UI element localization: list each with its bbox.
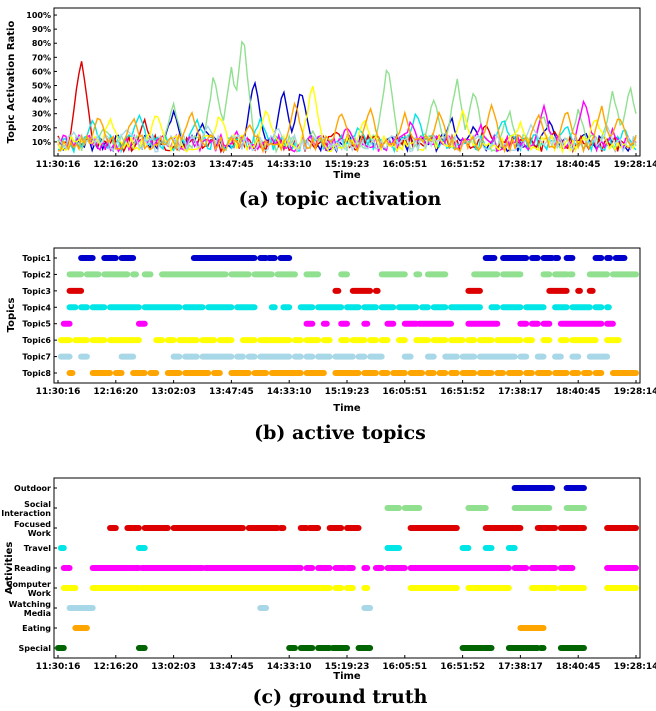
series-lines xyxy=(57,40,637,155)
row-label: Computer xyxy=(7,580,51,589)
x-tick-label: 13:47:45 xyxy=(209,662,254,672)
x-tick-label: 12:16:20 xyxy=(93,387,138,397)
y-tick-label: 10% xyxy=(32,138,51,147)
x-tick-label: 16:51:52 xyxy=(440,662,485,672)
x-tick-label: 12:16:20 xyxy=(93,662,138,672)
row-label: Reading xyxy=(14,564,51,573)
row-label: Topic3 xyxy=(22,287,51,296)
x-tick-label: 16:51:52 xyxy=(440,387,485,397)
x-tick-label: 19:28:14 xyxy=(614,662,656,672)
x-tick-label: 16:51:52 xyxy=(440,160,485,170)
x-tick-label: 13:02:03 xyxy=(151,387,196,397)
x-axis-label: Time xyxy=(333,671,361,682)
y-tick-label: 60% xyxy=(32,67,51,76)
x-tick-label: 18:40:45 xyxy=(556,387,601,397)
row-label: Topic8 xyxy=(22,369,51,378)
x-tick-label: 18:40:45 xyxy=(556,662,601,672)
row-label: Work xyxy=(28,589,52,598)
series-line xyxy=(57,101,637,154)
row-label: Focused xyxy=(14,520,51,529)
timeline-rows: OutdoorSocialInteractionFocusedWorkTrave… xyxy=(1,484,639,653)
x-axis-label: Time xyxy=(333,170,361,181)
row-label: Work xyxy=(28,529,52,538)
row-label: Interaction xyxy=(1,509,51,518)
x-tick-label: 11:30:16 xyxy=(36,387,81,397)
y-tick-label: 40% xyxy=(32,96,51,105)
y-tick-label: 80% xyxy=(32,39,51,48)
y-axis-label: Topics xyxy=(6,298,17,333)
row-label: Eating xyxy=(22,624,51,633)
x-tick-label: 15:19:23 xyxy=(325,662,370,672)
caption-a: (a) topic activation xyxy=(239,188,442,210)
x-tick-label: 16:05:51 xyxy=(382,160,427,170)
x-tick-label: 16:05:51 xyxy=(382,662,427,672)
row-label: Topic1 xyxy=(22,254,51,263)
y-tick-label: 50% xyxy=(32,82,51,91)
y-axis-label: Topic Activation Ratio xyxy=(6,21,17,144)
row-label: Topic7 xyxy=(22,353,51,362)
y-tick-label: 100% xyxy=(26,11,51,20)
x-tick-label: 13:47:45 xyxy=(209,387,254,397)
x-tick-label: 14:33:10 xyxy=(267,662,312,672)
x-tick-label: 13:02:03 xyxy=(151,662,196,672)
x-tick-label: 11:30:16 xyxy=(36,662,81,672)
caption-c: (c) ground truth xyxy=(253,686,428,708)
series-line xyxy=(57,85,637,155)
x-tick-label: 17:38:17 xyxy=(498,662,543,672)
y-axis-label: Activities xyxy=(4,542,15,595)
row-label: Media xyxy=(24,609,51,618)
row-label: Topic6 xyxy=(22,336,51,345)
y-tick-label: 90% xyxy=(32,25,51,34)
x-tick-label: 11:30:16 xyxy=(36,160,81,170)
x-tick-label: 19:28:14 xyxy=(614,387,656,397)
row-label: Social xyxy=(24,500,51,509)
row-label: Topic4 xyxy=(22,303,51,312)
x-tick-label: 13:02:03 xyxy=(151,160,196,170)
row-label: Special xyxy=(18,644,51,653)
row-label: Watching xyxy=(9,600,52,609)
row-label: Topic2 xyxy=(22,270,51,279)
panel-topic-activation: 100% 90% 80% 70% 60% 50% 40% 30% 20% 10% 11:30:16… xyxy=(6,7,656,210)
y-axis-ticks: 100% 90% 80% 70% 60% 50% 40% 30% 20% 10% xyxy=(26,11,57,147)
x-tick-label: 15:19:23 xyxy=(325,160,370,170)
y-tick-label: 30% xyxy=(32,110,51,119)
y-tick-label: 70% xyxy=(32,53,51,62)
x-tick-label: 16:05:51 xyxy=(382,387,427,397)
timeline-rows: Topic1 Topic2 Topic3 Topic4 Topic5 Topic6 Topi… xyxy=(22,254,639,378)
x-tick-label: 17:38:17 xyxy=(498,160,543,170)
x-tick-label: 18:40:45 xyxy=(556,160,601,170)
x-tick-label: 14:33:10 xyxy=(267,387,312,397)
plot-frame xyxy=(53,247,641,384)
x-tick-label: 12:16:20 xyxy=(93,160,138,170)
row-label: Outdoor xyxy=(14,484,51,493)
x-axis-label: Time xyxy=(333,403,361,414)
x-axis-ticks: 11:30:16 12:16:20 13:02:03 13:47:45 14:33:10… xyxy=(36,153,656,170)
caption-b: (b) active topics xyxy=(254,422,426,444)
panel-active-topics: Topic1 Topic2 Topic3 Topic4 Topic5 Topic6 Topi… xyxy=(6,247,656,444)
x-tick-label: 13:47:45 xyxy=(209,160,254,170)
x-tick-label: 14:33:10 xyxy=(267,160,312,170)
x-tick-label: 15:19:23 xyxy=(325,387,370,397)
x-tick-label: 17:38:17 xyxy=(498,387,543,397)
row-label: Travel xyxy=(24,544,52,553)
x-axis-ticks: 11:30:16 12:16:20 13:02:03 13:47:45 14:33:10… xyxy=(36,655,656,672)
row-label: Topic5 xyxy=(22,320,51,329)
x-axis-ticks: 11:30:16 12:16:20 13:02:03 13:47:45 14:33:10… xyxy=(36,380,656,397)
x-tick-label: 19:28:14 xyxy=(614,160,656,170)
panel-ground-truth: OutdoorSocialInteractionFocusedWorkTrave… xyxy=(1,477,656,708)
y-tick-label: 20% xyxy=(32,124,51,133)
